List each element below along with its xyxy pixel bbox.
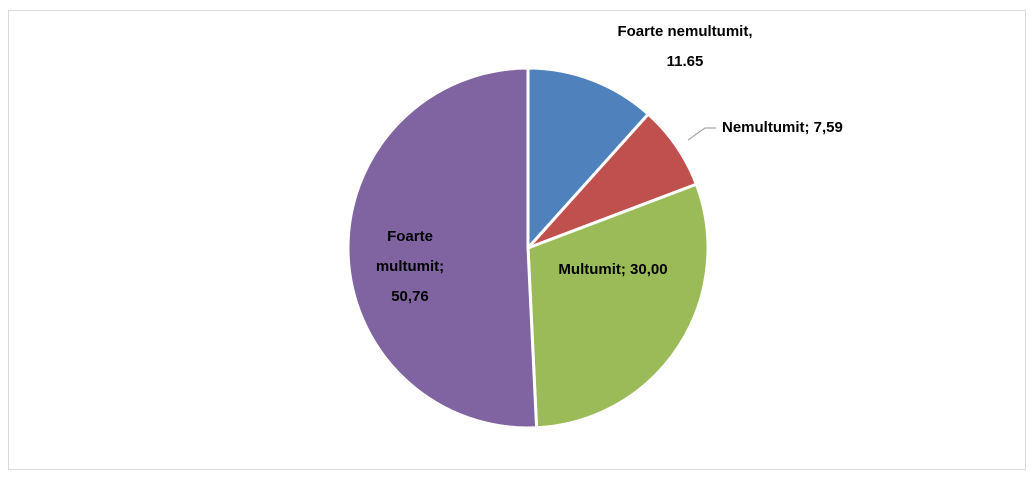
data-label: Multumit; 30,00 [558, 261, 668, 278]
leader-line [687, 127, 716, 141]
data-label: Nemultumit; 7,59 [722, 119, 843, 136]
data-label: Foarte multumit; 50,76 [375, 228, 445, 305]
chart-frame [8, 10, 1026, 470]
pie-slice [346, 66, 539, 430]
pie-slice [526, 66, 650, 250]
pie-slice [526, 182, 710, 430]
data-label: Foarte nemultumit, 11.65 [617, 23, 753, 70]
